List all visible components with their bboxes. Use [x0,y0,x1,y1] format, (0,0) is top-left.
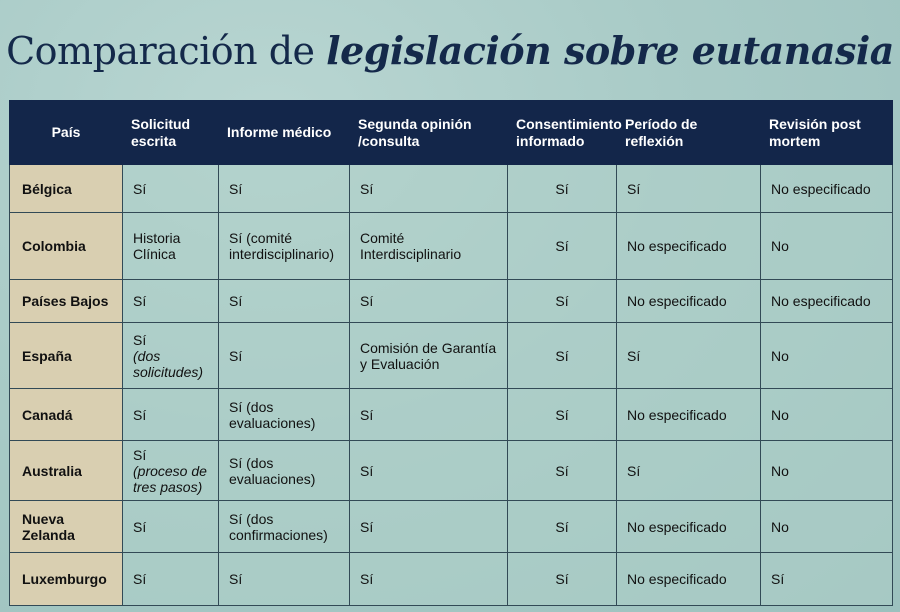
solicitud-value: Sí [133,571,147,587]
cell-periodo: No especificado [616,500,761,553]
cell-segunda-opinion: Sí [349,164,508,213]
cell-pais: España [9,322,123,389]
cell-informe: Sí [218,552,350,606]
header-pais: País [9,100,123,165]
cell-informe: Sí (dos evaluaciones) [218,388,350,441]
cell-solicitud: Sí [122,552,219,606]
header-consentimiento: Consentimiento informado [507,100,622,165]
solicitud-value: Sí [133,331,147,348]
cell-periodo: No especificado [616,279,761,323]
cell-revision: No [760,322,893,389]
cell-periodo: Sí [616,440,761,501]
cell-consentimiento: Sí [507,164,617,213]
cell-revision: No [760,388,893,441]
table-row: Bélgica Sí Sí Sí Sí Sí No especificado [9,164,893,213]
table-row: Canadá Sí Sí (dos evaluaciones) Sí Sí No… [9,388,893,441]
cell-consentimiento: Sí [507,552,617,606]
cell-pais: Luxemburgo [9,552,123,606]
cell-consentimiento: Sí [507,388,617,441]
solicitud-value: Sí [133,446,147,463]
cell-segunda-opinion: Sí [349,388,508,441]
cell-periodo: Sí [616,164,761,213]
cell-pais: Países Bajos [9,279,123,323]
cell-solicitud: Sí [122,388,219,441]
solicitud-value: Sí [133,406,147,423]
table-row: Nueva Zelanda Sí Sí (dos confirmaciones)… [9,500,893,553]
solicitud-value: Sí [133,293,147,309]
cell-pais: Nueva Zelanda [9,500,123,553]
solicitud-value: Historia Clínica [133,230,181,262]
cell-segunda-opinion: Comisión de Garantía y Evaluación [349,322,508,389]
legislation-table: País Solicitud escrita Informe médico Se… [9,100,893,606]
cell-informe: Sí [218,322,350,389]
cell-segunda-opinion: Sí [349,552,508,606]
cell-solicitud: Sí [122,279,219,323]
cell-pais: Australia [9,440,123,501]
cell-periodo: No especificado [616,212,761,280]
header-revision: Revisión post mortem [760,100,893,165]
cell-solicitud: Historia Clínica [122,212,219,280]
cell-solicitud: Sí (dos solicitudes) [122,322,219,389]
cell-revision: Sí [760,552,893,606]
cell-segunda-opinion: Sí [349,440,508,501]
solicitud-value: Sí [133,180,147,197]
solicitud-note: (proceso de tres pasos) [133,462,207,495]
cell-consentimiento: Sí [507,279,617,323]
cell-segunda-opinion: Comité Interdisciplinario [349,212,508,280]
cell-informe: Sí (dos evaluaciones) [218,440,350,501]
header-periodo: Período de reflexión [616,100,761,165]
cell-solicitud: Sí (proceso de tres pasos) [122,440,219,501]
cell-revision: No [760,440,893,501]
cell-periodo: Sí [616,322,761,389]
page-title: Comparación de legislación sobre eutanas… [0,28,900,73]
cell-consentimiento: Sí [507,322,617,389]
cell-segunda-opinion: Sí [349,279,508,323]
cell-revision: No [760,500,893,553]
cell-pais: Bélgica [9,164,123,213]
title-plain: Comparación de [6,29,315,73]
cell-pais: Colombia [9,212,123,280]
table-row: Países Bajos Sí Sí Sí Sí No especificado… [9,279,893,323]
table-row: Luxemburgo Sí Sí Sí Sí No especificado S… [9,552,893,606]
cell-pais: Canadá [9,388,123,441]
cell-informe: Sí (dos confirmaciones) [218,500,350,553]
table-row: Australia Sí (proceso de tres pasos) Sí (… [9,440,893,501]
cell-informe: Sí (comité interdisciplinario) [218,212,350,280]
table-row: Colombia Historia Clínica Sí (comité int… [9,212,893,280]
table-row: España Sí (dos solicitudes) Sí Comisión d… [9,322,893,389]
cell-solicitud: Sí [122,500,219,553]
cell-solicitud: Sí [122,164,219,213]
cell-revision: No [760,212,893,280]
cell-periodo: No especificado [616,552,761,606]
solicitud-value: Sí [133,518,147,535]
table-header-row: País Solicitud escrita Informe médico Se… [9,100,893,165]
header-informe: Informe médico [218,100,350,165]
title-emphasis: legislación sobre eutanasia [326,28,894,73]
cell-segunda-opinion: Sí [349,500,508,553]
cell-informe: Sí [218,279,350,323]
cell-consentimiento: Sí [507,212,617,280]
cell-consentimiento: Sí [507,440,617,501]
header-segunda-opinion: Segunda opinión /consulta [349,100,508,165]
cell-consentimiento: Sí [507,500,617,553]
cell-informe: Sí [218,164,350,213]
cell-periodo: No especificado [616,388,761,441]
solicitud-note: (dos solicitudes) [133,347,204,380]
cell-revision: No especificado [760,279,893,323]
cell-revision: No especificado [760,164,893,213]
header-solicitud: Solicitud escrita [122,100,219,165]
